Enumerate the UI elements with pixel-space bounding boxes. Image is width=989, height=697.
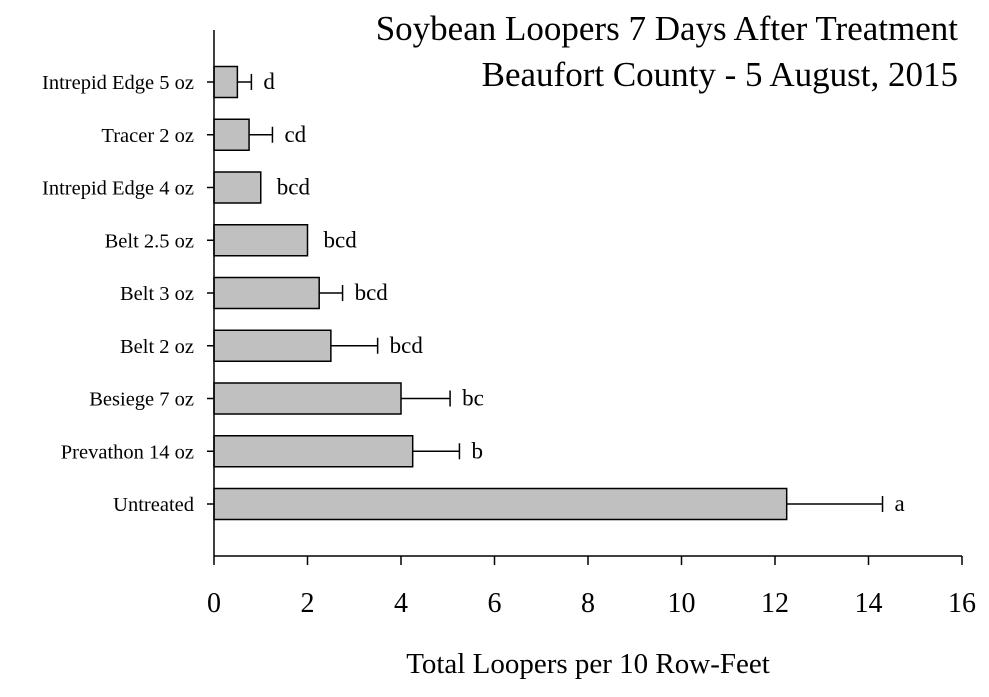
significance-letter-0: d xyxy=(263,69,275,94)
bar-5 xyxy=(213,329,332,362)
chart-title-line-2: Beaufort County - 5 August, 2015 xyxy=(482,55,958,94)
chart-title: Soybean Loopers 7 Days After Treatment Be… xyxy=(376,9,959,94)
x-tick-label-5: 10 xyxy=(668,588,696,619)
significance-letter-5: bcd xyxy=(390,333,424,358)
bar-7 xyxy=(213,435,414,468)
x-axis-title: Total Loopers per 10 Row-Feet xyxy=(406,648,770,680)
category-label-7: Prevathon 14 oz xyxy=(61,441,194,463)
bar-8 xyxy=(213,487,788,521)
error-bar-5 xyxy=(330,337,379,354)
bars-group xyxy=(213,65,788,521)
x-tick-label-0: 0 xyxy=(207,588,221,619)
x-tick-labels-group: 0 2 4 6 8 10 12 14 16 xyxy=(207,588,976,619)
axes-group xyxy=(207,30,963,565)
bar-6 xyxy=(213,382,402,415)
category-label-5: Belt 2 oz xyxy=(120,336,194,358)
x-tick-label-4: 8 xyxy=(581,588,595,619)
significance-letter-4: bcd xyxy=(355,280,389,305)
x-tick-label-8: 16 xyxy=(948,588,976,619)
error-bar-4 xyxy=(319,285,344,301)
significance-letter-6: bc xyxy=(462,386,484,411)
significance-letter-1: cd xyxy=(284,122,306,147)
category-label-8: Untreated xyxy=(113,494,194,516)
bar-1 xyxy=(213,118,250,151)
significance-letter-2: bcd xyxy=(277,175,311,200)
x-tick-label-1: 2 xyxy=(301,588,315,619)
error-bar-1 xyxy=(249,126,274,143)
error-bar-8 xyxy=(786,496,884,512)
x-tick-label-7: 14 xyxy=(855,588,883,619)
x-tick-label-2: 4 xyxy=(394,588,408,619)
error-bars-group xyxy=(237,74,884,512)
category-labels-group: Intrepid Edge 5 oz Tracer 2 oz Intrepid Ed… xyxy=(42,72,194,516)
significance-letter-7: b xyxy=(471,438,483,463)
x-tick-label-3: 6 xyxy=(488,588,502,619)
significance-letter-8: a xyxy=(895,491,905,516)
category-label-2: Intrepid Edge 4 oz xyxy=(42,178,194,200)
category-label-0: Intrepid Edge 5 oz xyxy=(42,72,194,94)
category-label-3: Belt 2.5 oz xyxy=(105,230,194,252)
error-bar-0 xyxy=(237,74,253,90)
bar-0 xyxy=(213,65,239,99)
category-label-6: Besiege 7 oz xyxy=(89,389,194,411)
bar-2 xyxy=(213,171,262,204)
error-bar-7 xyxy=(412,443,461,460)
chart-title-line-1: Soybean Loopers 7 Days After Treatment xyxy=(376,9,959,48)
significance-letter-3: bcd xyxy=(324,227,358,252)
bar-4 xyxy=(213,276,320,310)
x-tick-label-6: 12 xyxy=(761,588,789,619)
category-label-1: Tracer 2 oz xyxy=(101,125,194,147)
bar-3 xyxy=(213,224,309,257)
significance-letters-group: d cd bcd bcd bcd bcd bc b a xyxy=(263,69,904,516)
error-bar-6 xyxy=(401,390,451,407)
category-label-4: Belt 3 oz xyxy=(120,283,194,305)
